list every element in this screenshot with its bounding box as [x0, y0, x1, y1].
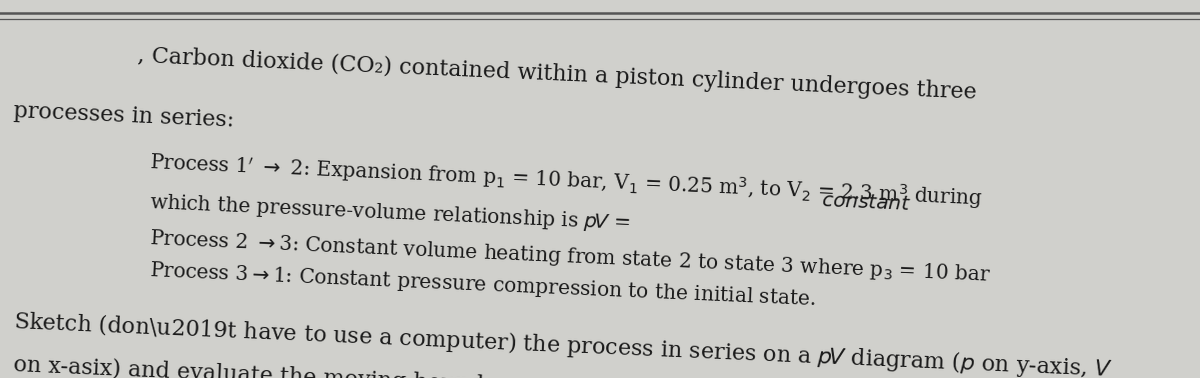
Text: Process 2 $\rightarrow$3: Constant volume heating from state 2 to state 3 where : Process 2 $\rightarrow$3: Constant volum…	[149, 227, 991, 287]
Text: , Carbon dioxide (CO₂) contained within a piston cylinder undergoes three: , Carbon dioxide (CO₂) contained within …	[137, 45, 977, 104]
Text: $\it{constant}$: $\it{constant}$	[821, 191, 912, 214]
Text: processes in series:: processes in series:	[13, 100, 235, 132]
Text: Sketch (don\u2019t have to use a computer) the process in series on a $p\!V$ dia: Sketch (don\u2019t have to use a compute…	[13, 308, 1114, 378]
Text: which the pressure-volume relationship is $p\!V$ =: which the pressure-volume relationship i…	[149, 191, 634, 235]
Text: on x-asix) and evaluate the moving boundary work for each process.: on x-asix) and evaluate the moving bound…	[13, 353, 786, 378]
Text: Process 1$'$ $\rightarrow$ 2: Expansion from p$_1$ = 10 bar, V$_1$ = 0.25 m$^3$,: Process 1$'$ $\rightarrow$ 2: Expansion …	[149, 149, 983, 212]
Text: Process 3$\rightarrow$1: Constant pressure compression to the initial state.: Process 3$\rightarrow$1: Constant pressu…	[149, 259, 816, 311]
